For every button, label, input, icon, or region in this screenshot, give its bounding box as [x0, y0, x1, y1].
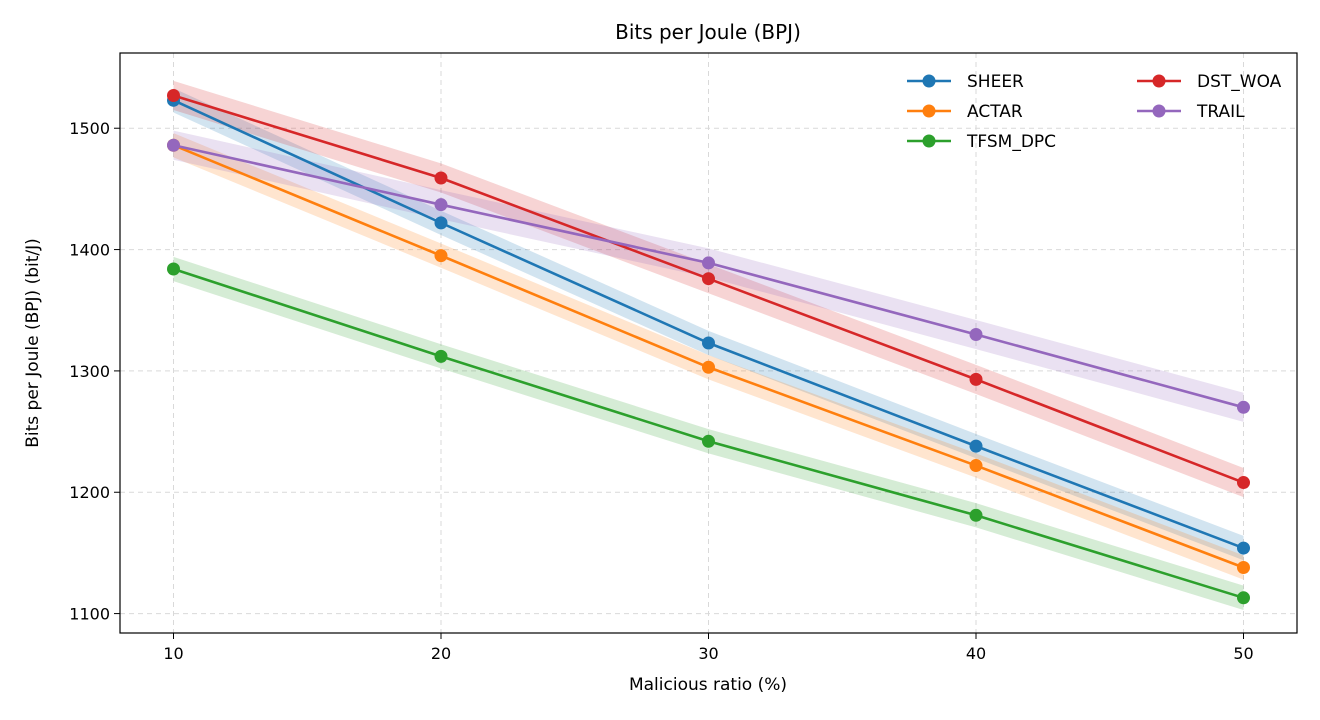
point-tfsm-dpc — [167, 262, 180, 276]
point-trail — [969, 328, 983, 342]
point-trail — [434, 198, 448, 212]
legend-label-actar: ACTAR — [967, 102, 1023, 122]
point-tfsm-dpc — [969, 508, 983, 522]
legend-label-trail: TRAIL — [1196, 102, 1245, 122]
x-axis: 10 20 30 40 50 — [163, 633, 1254, 663]
y-tick-label: 1200 — [69, 483, 110, 502]
point-dst-woa — [434, 171, 448, 185]
point-dst-woa — [167, 88, 180, 102]
point-dst-woa — [1237, 476, 1250, 490]
x-tick-label: 30 — [698, 644, 718, 663]
legend: SHEER ACTAR TFSM_DPC DST_WOA TRAIL — [907, 72, 1282, 152]
x-tick-label: 20 — [431, 644, 451, 663]
point-dst-woa — [969, 372, 983, 386]
point-tfsm-dpc — [702, 434, 715, 448]
series-points — [167, 88, 1250, 605]
y-tick-label: 1500 — [69, 119, 110, 138]
y-tick-label: 1300 — [69, 362, 110, 381]
x-tick-label: 10 — [163, 644, 183, 663]
y-tick-label: 1400 — [69, 241, 110, 260]
legend-marker-trail — [1152, 104, 1166, 118]
point-dst-woa — [702, 272, 715, 286]
chart-title: Bits per Joule (BPJ) — [615, 20, 801, 44]
point-sheer — [702, 336, 715, 350]
legend-marker-tfsm-dpc — [922, 134, 936, 148]
point-actar — [434, 249, 448, 263]
y-axis-label: Bits per Joule (BPJ) (bit/J) — [23, 238, 43, 448]
legend-label-tfsm-dpc: TFSM_DPC — [966, 132, 1056, 152]
x-tick-label: 50 — [1233, 644, 1253, 663]
point-sheer — [969, 439, 983, 453]
y-axis: 1100 1200 1300 1400 1500 — [69, 119, 120, 624]
x-tick-label: 40 — [966, 644, 986, 663]
legend-label-sheer: SHEER — [967, 72, 1024, 92]
legend-marker-dst-woa — [1152, 74, 1166, 88]
legend-marker-sheer — [922, 74, 936, 88]
point-tfsm-dpc — [1237, 591, 1250, 605]
point-tfsm-dpc — [434, 349, 448, 363]
y-tick-label: 1100 — [69, 605, 110, 624]
x-axis-label: Malicious ratio (%) — [629, 675, 787, 695]
point-actar — [1237, 560, 1250, 574]
point-sheer — [434, 216, 448, 230]
point-trail — [1237, 400, 1250, 414]
band-dst-woa — [173, 80, 1244, 498]
legend-marker-actar — [922, 104, 936, 118]
point-trail — [167, 138, 180, 152]
legend-label-dst-woa: DST_WOA — [1197, 72, 1282, 92]
point-actar — [702, 360, 715, 374]
point-actar — [969, 459, 983, 473]
point-trail — [702, 256, 715, 270]
point-sheer — [1237, 541, 1250, 555]
